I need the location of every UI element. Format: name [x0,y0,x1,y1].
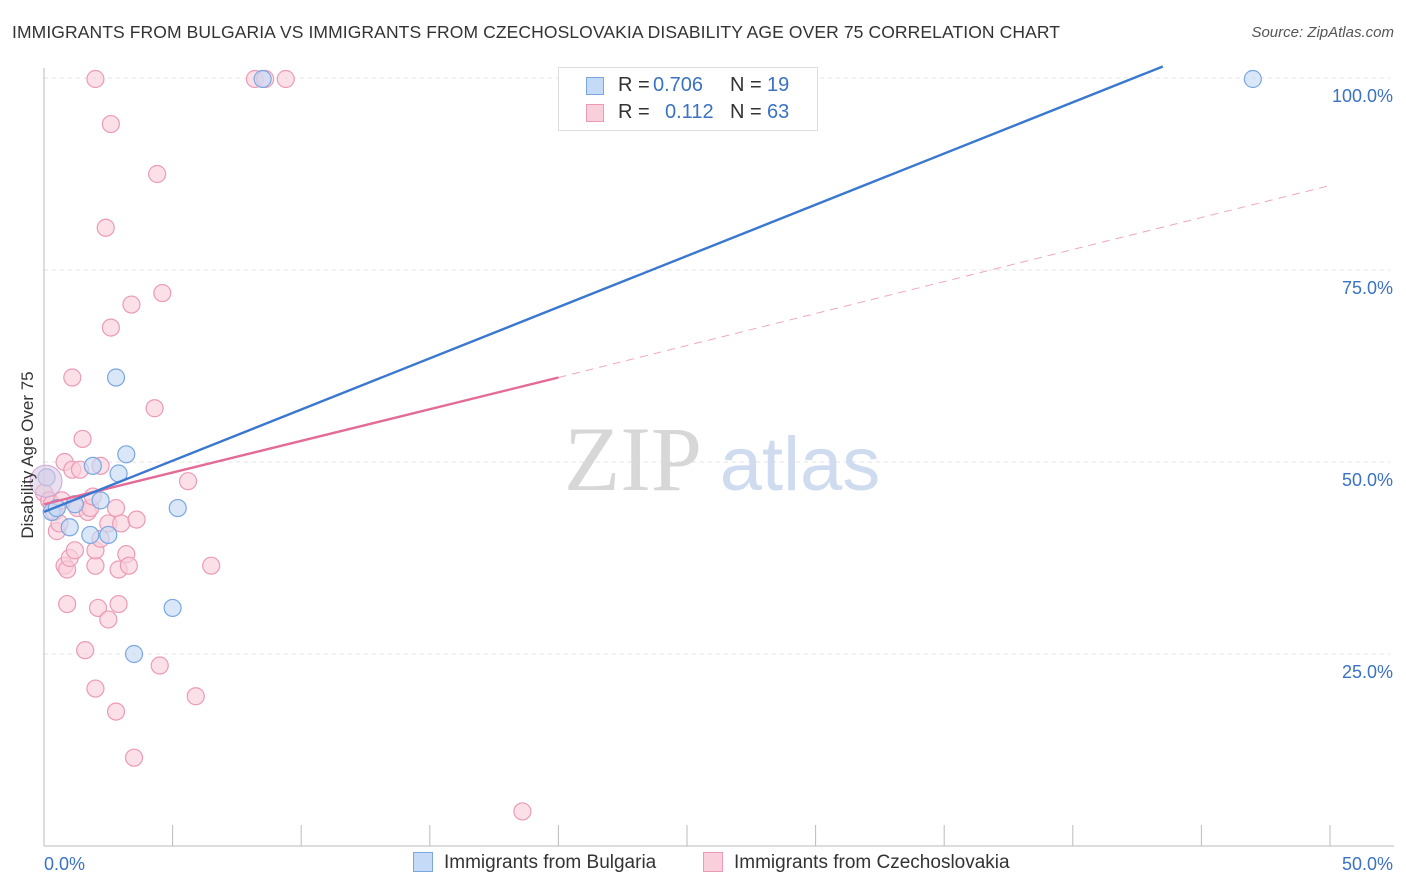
bulgaria-point [99,525,118,545]
watermark-atlas: atlas [720,422,881,507]
czechoslovakia-point [65,541,84,560]
tick-labels: 25.0% 50.0% 75.0% 100.0% 0.0% 50.0% [44,86,1393,874]
bulgaria-point [124,644,144,664]
trend-lines [43,65,1331,514]
axes [43,68,1394,847]
x-tick-label: 50.0% [1342,854,1393,874]
czechoslovakia-point [153,283,172,303]
czechoslovakia-point [127,510,146,529]
legend-n-value: 63 [767,101,790,123]
czechoslovakia-point [150,656,169,675]
bulgaria-point [253,69,272,89]
czechoslovakia-point [101,114,120,134]
czechoslovakia-point [101,318,120,337]
data-points [29,69,1262,821]
czechoslovakia-point [178,472,198,491]
y-tick-label: 25.0% [1342,662,1393,682]
czechoslovakia-point [96,218,115,237]
czechoslovakia-point [145,399,164,418]
bulgaria-trend-line [43,65,1164,514]
bulgaria-point [106,368,126,387]
legend-r-value: 0.112 [665,101,714,123]
czechoslovakia-point [148,164,167,184]
czechoslovakia-point [122,295,141,314]
bulgaria-point [1243,69,1262,89]
czechoslovakia-point [106,498,126,518]
y-axis-label: Disability Age Over 75 [18,371,37,539]
legend-n-label: N = [730,74,762,96]
series-legend-swatch-bulgaria [413,852,433,872]
source-label: Source: ZipAtlas.com [1251,24,1394,41]
y-tick-label: 50.0% [1342,470,1393,490]
legend-n-label: N = [730,101,762,123]
legend-r-label: R = [618,101,650,123]
bulgaria-point [117,445,136,464]
overlap-point [29,464,63,498]
czechoslovakia-point [86,69,105,89]
czechoslovakia-point [119,556,138,575]
czechoslovakia-trend-extension [558,185,1331,379]
czechoslovakia-point [202,556,221,575]
czechoslovakia-point [86,679,105,698]
legend-r-value: 0.706 [653,74,704,96]
czechoslovakia-point [76,641,95,660]
bulgaria-point [83,456,102,475]
series-legend-label-bulgaria: Immigrants from Bulgaria [444,852,657,873]
bulgaria-point [91,491,110,510]
czechoslovakia-point [276,69,295,89]
czechoslovakia-point [73,429,92,449]
series-legend-label-czechoslovakia: Immigrants from Czechoslovakia [734,852,1010,873]
czechoslovakia-point [124,748,144,767]
legend-swatch-bulgaria [586,77,604,95]
czechoslovakia-point [99,610,118,629]
y-tick-label: 75.0% [1342,278,1393,298]
watermark-zip: ZIP [564,408,702,510]
bulgaria-point [168,498,187,518]
series-legend-swatch-czechoslovakia [703,852,723,872]
czechoslovakia-trend-line [43,376,559,506]
czechoslovakia-point [106,702,126,721]
bulgaria-point [163,598,182,618]
bulgaria-point [60,518,79,537]
bulgaria-point [81,525,100,545]
x-tick-label: 0.0% [44,854,85,874]
czechoslovakia-point [513,802,532,821]
correlation-legend: R = 0.706 N = 19 R = 0.112 N = 63 [558,67,818,131]
czechoslovakia-point [186,687,205,706]
y-tick-label: 100.0% [1332,86,1393,106]
legend-r-label: R = [618,74,650,96]
czechoslovakia-point [63,368,82,387]
czechoslovakia-point [88,598,108,618]
series-legend: Immigrants from Bulgaria Immigrants from… [0,850,1406,878]
watermark: ZIP atlas [564,408,880,510]
czechoslovakia-point [109,594,128,614]
legend-n-value: 19 [767,74,790,96]
czechoslovakia-point [58,594,77,614]
gridlines [44,77,1390,655]
czechoslovakia-point [86,556,105,575]
chart-title: IMMIGRANTS FROM BULGARIA VS IMMIGRANTS F… [12,22,1061,42]
legend-swatch-czechoslovakia [586,104,604,122]
